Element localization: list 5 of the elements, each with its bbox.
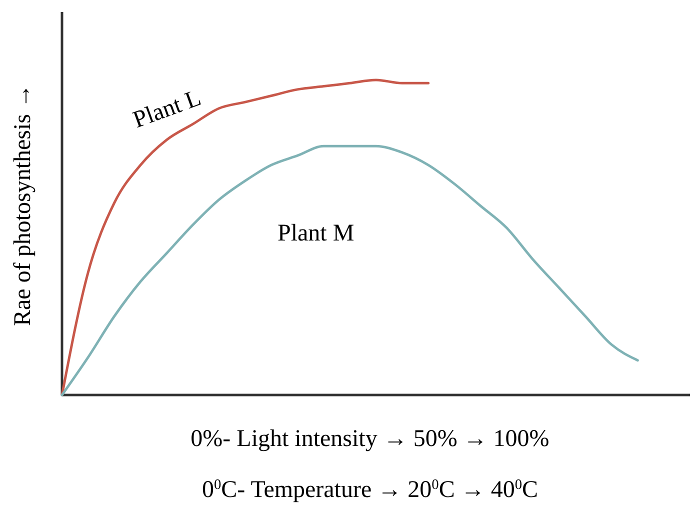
x-axis-title: 0%- Light intensity → 50% → 100%	[190, 426, 550, 452]
y-axis-title: Rae of photosynthesis →	[10, 84, 36, 326]
text: Plant M	[278, 220, 354, 247]
text: Plant L	[130, 85, 204, 134]
text: 0$^{0}$C- Temperature → 20$^{0}$C → 40$^{0}$C	[202, 477, 538, 503]
